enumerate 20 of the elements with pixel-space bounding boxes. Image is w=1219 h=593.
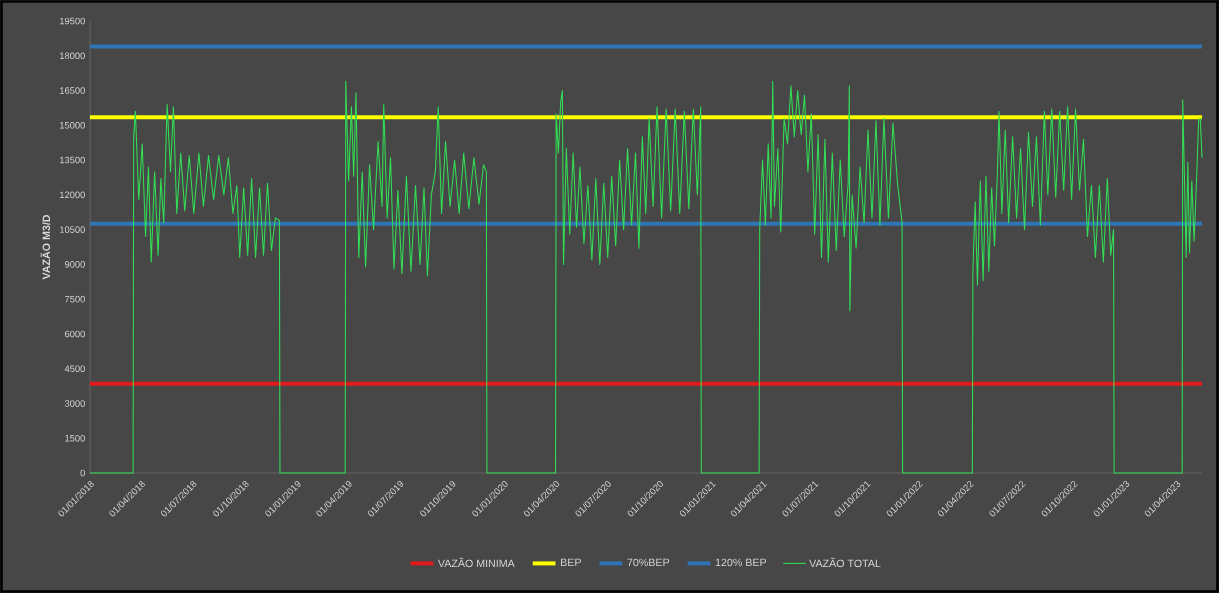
legend-label: 120% BEP: [715, 558, 767, 567]
y-tick-label: 13500: [60, 156, 85, 164]
legend-label: VAZÃO TOTAL: [809, 557, 881, 568]
legend-label: BEP: [561, 558, 581, 567]
y-tick-label: 18000: [60, 52, 85, 60]
y-tick-label: 16500: [60, 87, 85, 94]
y-tick-label: 0: [80, 469, 85, 477]
y-tick-label: 3000: [64, 400, 85, 407]
y-tick-label: 4500: [64, 365, 85, 372]
y-tick-label: 1500: [65, 434, 85, 442]
y-tick-label: 19500: [60, 17, 85, 25]
y-tick-label: 10500: [60, 226, 85, 233]
y-tick-label: 9000: [64, 261, 85, 268]
y-tick-label: 12000: [60, 191, 85, 199]
y-tick-label: 6000: [65, 330, 85, 338]
y-tick-label: 15000: [60, 122, 85, 129]
y-axis-title: VAZÃO M3/D: [40, 214, 51, 280]
legend-label: VAZÃO MINIMA: [437, 557, 515, 568]
y-tick-label: 7500: [65, 295, 85, 303]
legend-label: 70%BEP: [627, 558, 670, 567]
